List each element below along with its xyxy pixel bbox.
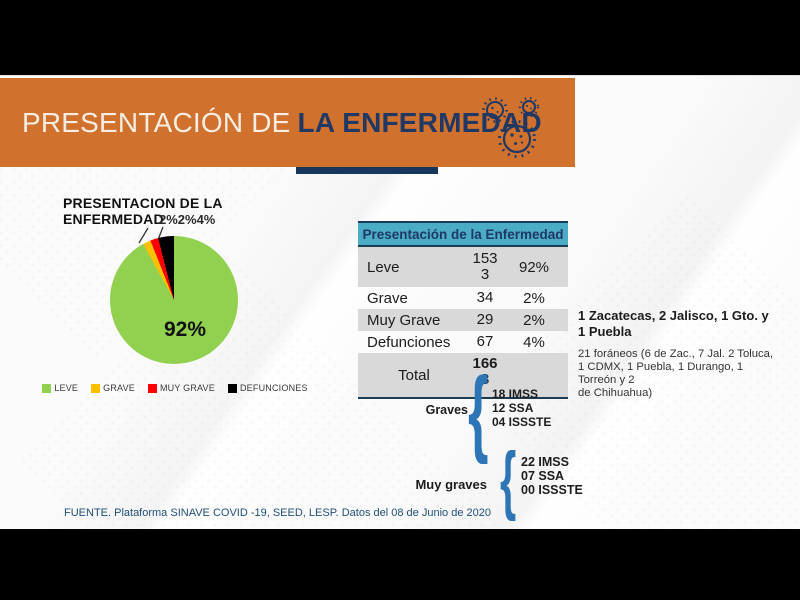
muy-graves-items: 22 IMSS 07 SSA 00 ISSSTE [521,455,583,497]
graves-brace: { [468,358,489,465]
graves-item: 04 ISSSTE [492,415,552,429]
regional-notes: 1 Zacatecas, 2 Jalisco, 1 Gto. y 1 Puebl… [578,308,778,400]
pie-small-slices-label: 2%2%4% [159,212,216,227]
legend-swatch-muy-grave [147,383,157,393]
row-percent: 92% [518,258,550,276]
table-total-row: Total 1663 [358,353,568,397]
legend-item-leve: LEVE [42,383,78,393]
slide-title-bold: LA ENFERMEDAD [297,106,542,138]
row-percent: 2% [523,289,545,307]
muy-graves-brace: { [500,437,517,522]
data-table: Presentación de la Enfermedad Leve 1533 … [358,221,568,399]
row-label: Defunciones [367,333,451,351]
row-value: 1533 [472,250,498,283]
total-value: 1663 [472,355,498,388]
legend-swatch-leve [42,383,52,393]
row-label: Muy Grave [367,311,441,329]
row-value: 67 [476,333,494,350]
table-row: Defunciones 67 4% [358,331,568,353]
row-value: 34 [476,289,494,306]
row-label: Grave [367,289,408,307]
legend-item-defunciones: DEFUNCIONES [227,383,308,393]
pie-chart [110,236,238,364]
notes-regular-text: 21 foráneos (6 de Zac., 7 Jal. 2 Toluca,… [578,348,774,399]
legend-swatch-grave [91,383,101,393]
pie-chart-title: PRESENTACION DE LA ENFERMEDAD [63,195,223,227]
slide-title-light: PRESENTACIÓN DE [22,106,291,138]
legend-item-muy-grave: MUY GRAVE [147,383,215,393]
graves-label: Graves [425,403,468,417]
graves-item: 12 SSA [492,401,534,415]
title-underline-bar [296,167,438,174]
table-header: Presentación de la Enfermedad [358,223,568,247]
legend-item-grave: GRAVE [91,383,135,393]
legend-label-grave: GRAVE [103,383,135,393]
muy-graves-item: 07 SSA [521,469,565,483]
graves-items: 18 IMSS 12 SSA 04 ISSSTE [492,387,551,429]
slide: PRESENTACIÓN DE LA ENFERMEDAD [0,75,800,529]
legend-label-leve: LEVE [54,383,79,393]
header-banner: PRESENTACIÓN DE LA ENFERMEDAD [0,78,575,167]
legend-label-muy-grave: MUY GRAVE [159,383,215,393]
table-row: Leve 1533 92% [358,247,568,287]
table-row: Muy Grave 29 2% [358,309,568,331]
row-label: Leve [367,258,400,276]
table-row: Grave 34 2% [358,287,568,309]
legend-swatch-defunciones [227,383,237,393]
pie-leve-percentage-label: 92% [163,318,207,341]
muy-graves-item: 22 IMSS [521,455,569,469]
source-footer: FUENTE. Plataforma SINAVE COVID -19, SEE… [64,507,491,519]
muy-graves-label: Muy graves [415,477,487,492]
slide-title: PRESENTACIÓN DE LA ENFERMEDAD [22,107,542,139]
virus-icon [481,88,551,160]
row-value: 29 [476,311,494,328]
row-percent: 2% [523,311,545,329]
row-percent: 4% [523,333,545,351]
notes-bold-text: 1 Zacatecas, 2 Jalisco, 1 Gto. y 1 Puebl… [578,308,769,339]
legend-label-defunciones: DEFUNCIONES [239,383,308,393]
graves-item: 18 IMSS [492,387,539,401]
total-label: Total [398,366,430,384]
pie-legend: LEVE GRAVE MUY GRAVE DEFUNCIONES [0,383,350,393]
muy-graves-item: 00 ISSSTE [521,483,583,497]
